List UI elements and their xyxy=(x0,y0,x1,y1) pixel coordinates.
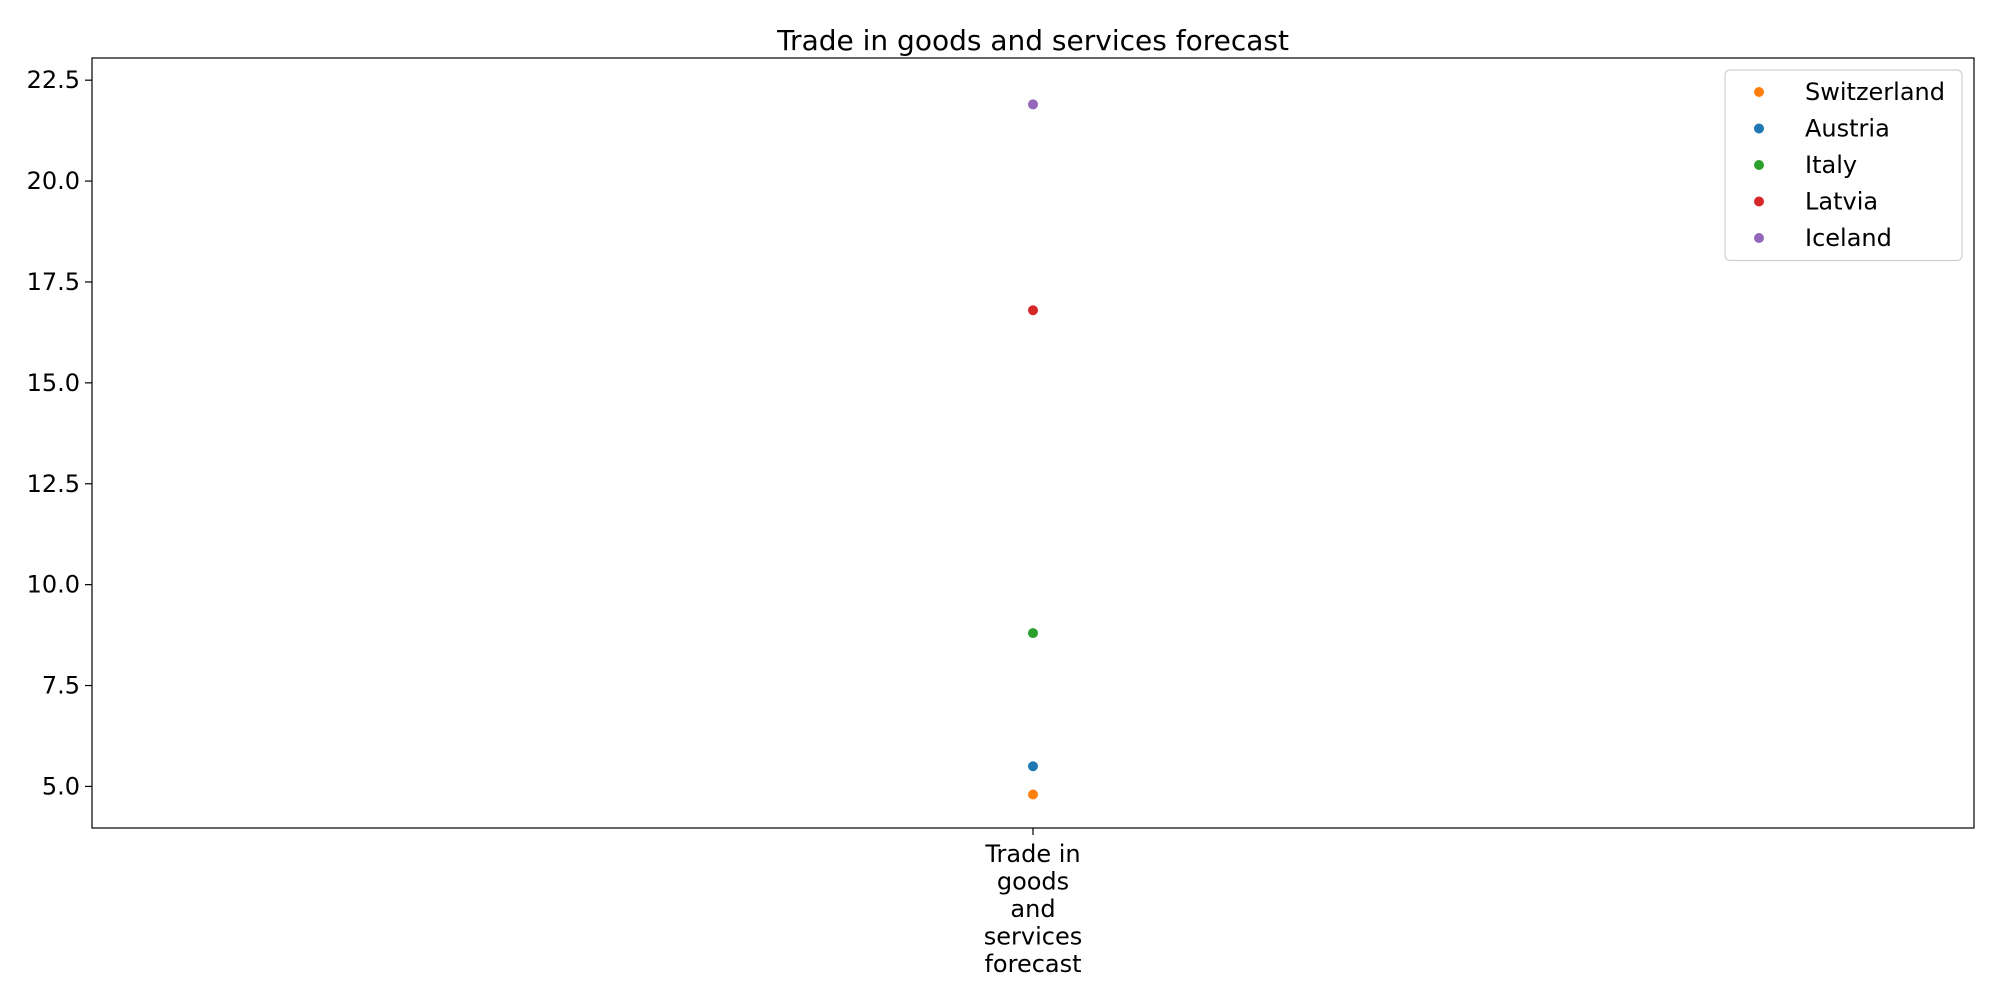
plot-area xyxy=(91,57,1975,829)
y-tick-label: 10.0 xyxy=(27,571,80,599)
x-axis: Trade in goods and services forecast xyxy=(984,828,1082,978)
legend-label: Italy xyxy=(1805,151,1857,179)
y-tick-label: 22.5 xyxy=(27,66,80,94)
data-point-iceland xyxy=(1028,99,1038,110)
y-tick-label: 15.0 xyxy=(27,369,80,397)
y-tick-label: 12.5 xyxy=(27,470,80,498)
legend-label: Austria xyxy=(1805,115,1890,143)
legend-label: Latvia xyxy=(1805,188,1878,216)
y-tick-label: 20.0 xyxy=(27,167,80,195)
data-points xyxy=(1028,99,1038,800)
legend-marker xyxy=(1754,196,1764,207)
legend-marker xyxy=(1754,160,1764,170)
y-tick-label: 17.5 xyxy=(27,268,80,296)
y-axis: 5.0 7.5 10.0 12.5 15.0 17.5 20.0 22.5 xyxy=(27,66,92,800)
data-point-italy xyxy=(1028,628,1038,639)
legend-marker xyxy=(1754,123,1764,134)
legend-box xyxy=(1724,69,1963,262)
x-tick-label: Trade in goods and services forecast xyxy=(984,840,1082,978)
y-tick-label: 5.0 xyxy=(42,772,80,800)
legend-marker xyxy=(1754,233,1764,243)
data-point-latvia xyxy=(1028,305,1038,316)
legend-label: Switzerland xyxy=(1805,78,1945,106)
data-point-switzerland xyxy=(1028,789,1038,800)
legend: Switzerland Austria Italy Latvia Iceland xyxy=(1724,69,1963,262)
legend-label: Iceland xyxy=(1805,224,1892,252)
legend-marker xyxy=(1754,87,1764,97)
y-tick-label: 7.5 xyxy=(42,672,80,700)
chart-title: Trade in goods and services forecast xyxy=(776,24,1289,57)
data-point-austria xyxy=(1028,761,1038,772)
